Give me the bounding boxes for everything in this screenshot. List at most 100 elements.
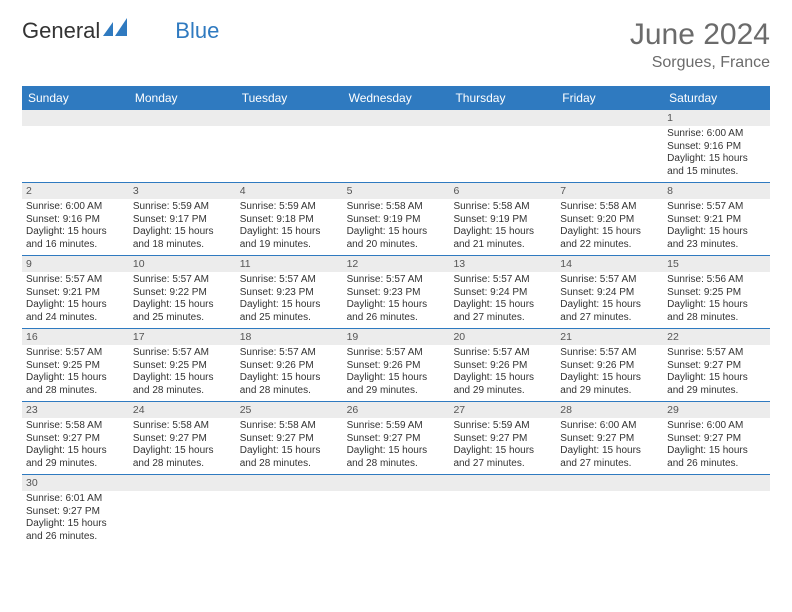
sunset-text: Sunset: 9:26 PM xyxy=(347,360,446,373)
daylight-text: Daylight: 15 hours and 16 minutes. xyxy=(26,226,125,251)
day-cell: Sunrise: 5:57 AMSunset: 9:24 PMDaylight:… xyxy=(556,272,663,328)
day-number xyxy=(343,110,450,126)
daylight-text: Daylight: 15 hours and 25 minutes. xyxy=(240,299,339,324)
day-cell xyxy=(129,491,236,547)
month-title: June 2024 xyxy=(630,18,770,52)
day-number xyxy=(556,475,663,491)
day-cell: Sunrise: 5:58 AMSunset: 9:19 PMDaylight:… xyxy=(449,199,556,255)
day-cell: Sunrise: 6:00 AMSunset: 9:16 PMDaylight:… xyxy=(663,126,770,182)
day-number: 10 xyxy=(129,256,236,272)
daylight-text: Daylight: 15 hours and 27 minutes. xyxy=(453,299,552,324)
week-row: Sunrise: 5:57 AMSunset: 9:25 PMDaylight:… xyxy=(22,345,770,402)
day-number: 19 xyxy=(343,329,450,345)
day-cell: Sunrise: 5:57 AMSunset: 9:26 PMDaylight:… xyxy=(556,345,663,401)
sunset-text: Sunset: 9:27 PM xyxy=(453,433,552,446)
sunset-text: Sunset: 9:26 PM xyxy=(240,360,339,373)
daylight-text: Daylight: 15 hours and 29 minutes. xyxy=(667,372,766,397)
day-number xyxy=(449,110,556,126)
sunset-text: Sunset: 9:26 PM xyxy=(453,360,552,373)
daylight-text: Daylight: 15 hours and 29 minutes. xyxy=(453,372,552,397)
sunrise-text: Sunrise: 5:57 AM xyxy=(347,274,446,287)
day-cell: Sunrise: 5:57 AMSunset: 9:26 PMDaylight:… xyxy=(343,345,450,401)
day-cell xyxy=(22,126,129,182)
logo: General Blue xyxy=(22,18,219,44)
sunrise-text: Sunrise: 5:59 AM xyxy=(240,201,339,214)
daynum-row: 30 xyxy=(22,475,770,491)
day-cell: Sunrise: 5:58 AMSunset: 9:19 PMDaylight:… xyxy=(343,199,450,255)
sunrise-text: Sunrise: 5:58 AM xyxy=(133,420,232,433)
sunset-text: Sunset: 9:16 PM xyxy=(26,214,125,227)
logo-text-2: Blue xyxy=(175,18,219,44)
day-cell: Sunrise: 5:57 AMSunset: 9:25 PMDaylight:… xyxy=(129,345,236,401)
daylight-text: Daylight: 15 hours and 28 minutes. xyxy=(347,445,446,470)
sunrise-text: Sunrise: 5:57 AM xyxy=(240,347,339,360)
sunrise-text: Sunrise: 5:58 AM xyxy=(26,420,125,433)
day-cell: Sunrise: 6:00 AMSunset: 9:27 PMDaylight:… xyxy=(556,418,663,474)
sunrise-text: Sunrise: 6:00 AM xyxy=(667,128,766,141)
sunrise-text: Sunrise: 5:56 AM xyxy=(667,274,766,287)
day-number: 8 xyxy=(663,183,770,199)
daylight-text: Daylight: 15 hours and 25 minutes. xyxy=(133,299,232,324)
day-cell: Sunrise: 5:57 AMSunset: 9:23 PMDaylight:… xyxy=(236,272,343,328)
daylight-text: Daylight: 15 hours and 22 minutes. xyxy=(560,226,659,251)
day-number xyxy=(343,475,450,491)
day-number xyxy=(22,110,129,126)
day-number: 21 xyxy=(556,329,663,345)
sunset-text: Sunset: 9:17 PM xyxy=(133,214,232,227)
calendar: Sunday Monday Tuesday Wednesday Thursday… xyxy=(22,86,770,547)
daylight-text: Daylight: 15 hours and 23 minutes. xyxy=(667,226,766,251)
sunrise-text: Sunrise: 6:00 AM xyxy=(26,201,125,214)
day-number: 7 xyxy=(556,183,663,199)
day-cell: Sunrise: 5:58 AMSunset: 9:20 PMDaylight:… xyxy=(556,199,663,255)
day-number xyxy=(129,110,236,126)
sunrise-text: Sunrise: 5:57 AM xyxy=(667,347,766,360)
week-row: Sunrise: 6:01 AMSunset: 9:27 PMDaylight:… xyxy=(22,491,770,547)
daylight-text: Daylight: 15 hours and 27 minutes. xyxy=(560,299,659,324)
daylight-text: Daylight: 15 hours and 29 minutes. xyxy=(560,372,659,397)
sunrise-text: Sunrise: 5:57 AM xyxy=(26,274,125,287)
day-cell xyxy=(556,491,663,547)
daynum-row: 16171819202122 xyxy=(22,329,770,345)
sunset-text: Sunset: 9:25 PM xyxy=(667,287,766,300)
day-number xyxy=(556,110,663,126)
day-cell: Sunrise: 5:57 AMSunset: 9:25 PMDaylight:… xyxy=(22,345,129,401)
day-cell xyxy=(556,126,663,182)
daylight-text: Daylight: 15 hours and 28 minutes. xyxy=(240,372,339,397)
daylight-text: Daylight: 15 hours and 28 minutes. xyxy=(240,445,339,470)
day-number: 6 xyxy=(449,183,556,199)
day-cell xyxy=(449,491,556,547)
day-number: 16 xyxy=(22,329,129,345)
daylight-text: Daylight: 15 hours and 18 minutes. xyxy=(133,226,232,251)
sunset-text: Sunset: 9:23 PM xyxy=(240,287,339,300)
day-cell: Sunrise: 5:56 AMSunset: 9:25 PMDaylight:… xyxy=(663,272,770,328)
day-number: 11 xyxy=(236,256,343,272)
day-number: 3 xyxy=(129,183,236,199)
day-number: 22 xyxy=(663,329,770,345)
sunset-text: Sunset: 9:19 PM xyxy=(453,214,552,227)
day-number: 28 xyxy=(556,402,663,418)
daynum-row: 9101112131415 xyxy=(22,256,770,272)
sunrise-text: Sunrise: 5:57 AM xyxy=(133,274,232,287)
sunset-text: Sunset: 9:27 PM xyxy=(667,433,766,446)
sunset-text: Sunset: 9:19 PM xyxy=(347,214,446,227)
day-cell: Sunrise: 5:58 AMSunset: 9:27 PMDaylight:… xyxy=(22,418,129,474)
week-row: Sunrise: 5:57 AMSunset: 9:21 PMDaylight:… xyxy=(22,272,770,329)
weekday-header-row: Sunday Monday Tuesday Wednesday Thursday… xyxy=(22,86,770,110)
daynum-row: 2345678 xyxy=(22,183,770,199)
day-number xyxy=(663,475,770,491)
sunset-text: Sunset: 9:26 PM xyxy=(560,360,659,373)
sunset-text: Sunset: 9:22 PM xyxy=(133,287,232,300)
day-number: 24 xyxy=(129,402,236,418)
sunset-text: Sunset: 9:27 PM xyxy=(560,433,659,446)
sunrise-text: Sunrise: 5:58 AM xyxy=(240,420,339,433)
day-cell xyxy=(129,126,236,182)
daylight-text: Daylight: 15 hours and 27 minutes. xyxy=(560,445,659,470)
logo-text-1: General xyxy=(22,18,100,44)
day-cell: Sunrise: 5:59 AMSunset: 9:27 PMDaylight:… xyxy=(449,418,556,474)
sunset-text: Sunset: 9:27 PM xyxy=(26,506,125,519)
sunset-text: Sunset: 9:27 PM xyxy=(133,433,232,446)
sunrise-text: Sunrise: 5:57 AM xyxy=(453,347,552,360)
weekday-header: Sunday xyxy=(22,86,129,110)
day-cell xyxy=(449,126,556,182)
daylight-text: Daylight: 15 hours and 24 minutes. xyxy=(26,299,125,324)
